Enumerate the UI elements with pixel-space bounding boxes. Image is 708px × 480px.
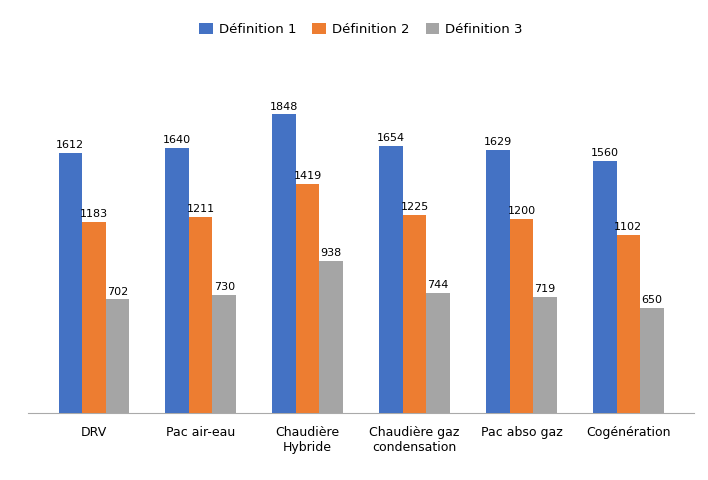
Bar [273, 114, 296, 413]
Bar [617, 235, 640, 413]
Bar [166, 148, 189, 413]
Bar [486, 150, 510, 413]
Bar [105, 300, 129, 413]
Text: 650: 650 [641, 295, 662, 305]
Text: 719: 719 [535, 284, 556, 294]
Bar [593, 161, 617, 413]
Text: 1211: 1211 [187, 204, 215, 215]
Bar [426, 293, 450, 413]
Text: 702: 702 [107, 287, 128, 297]
Text: 730: 730 [214, 282, 235, 292]
Text: 1629: 1629 [484, 137, 512, 147]
Text: 1848: 1848 [270, 102, 298, 111]
Text: 1200: 1200 [508, 206, 535, 216]
Text: 1640: 1640 [163, 135, 191, 145]
Text: 1612: 1612 [56, 140, 84, 150]
Text: 1419: 1419 [294, 171, 321, 181]
Bar [319, 261, 343, 413]
Bar [82, 222, 105, 413]
Text: 1654: 1654 [377, 133, 405, 143]
Bar [533, 297, 556, 413]
Text: 1225: 1225 [401, 202, 428, 212]
Bar [59, 153, 82, 413]
Bar [510, 219, 533, 413]
Text: 938: 938 [321, 249, 342, 258]
Legend: Définition 1, Définition 2, Définition 3: Définition 1, Définition 2, Définition 3 [194, 18, 528, 42]
Bar [379, 146, 403, 413]
Bar [189, 217, 212, 413]
Text: 744: 744 [428, 280, 449, 290]
Text: 1102: 1102 [615, 222, 642, 232]
Bar [640, 308, 663, 413]
Text: 1183: 1183 [80, 209, 108, 219]
Bar [403, 215, 426, 413]
Bar [212, 295, 236, 413]
Text: 1560: 1560 [590, 148, 619, 158]
Bar [296, 184, 319, 413]
